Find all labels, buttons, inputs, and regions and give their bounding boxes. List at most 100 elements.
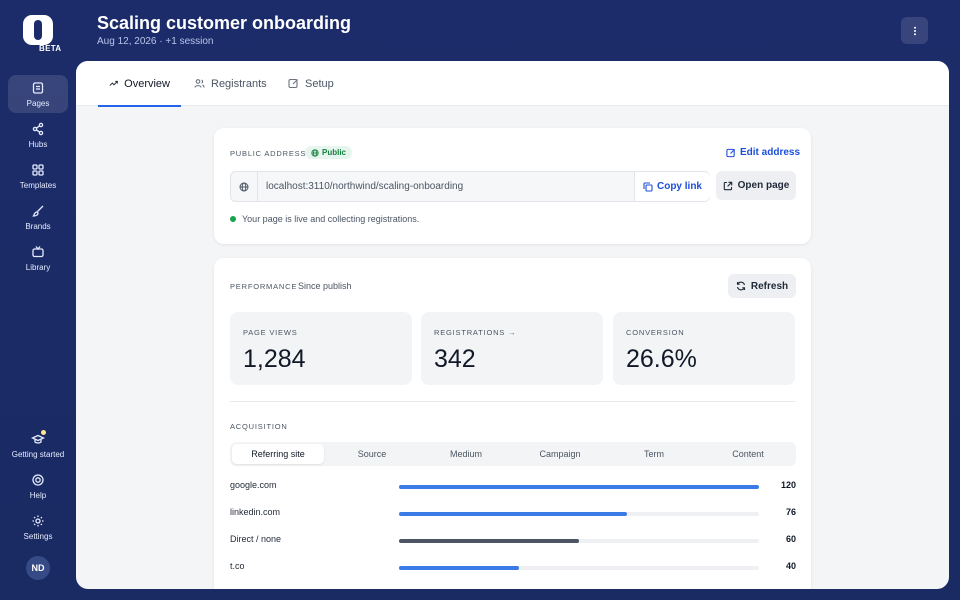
stat-value: 26.6% <box>626 345 697 373</box>
tab-overview[interactable]: Overview <box>98 61 181 107</box>
acquisition-bar-track <box>399 485 759 489</box>
acquisition-row-name: google.com <box>230 480 277 490</box>
sidebar-item-label: Settings <box>23 531 53 541</box>
public-address-card: Public address Public Edit address local… <box>214 128 811 244</box>
sidebar-item-help[interactable]: Help <box>8 467 68 505</box>
app-logo[interactable] <box>23 15 53 45</box>
open-page-label: Open page <box>737 180 790 191</box>
grid-icon <box>32 163 44 176</box>
acquisition-bar <box>399 512 627 516</box>
gear-icon <box>32 515 44 526</box>
copy-link-button[interactable]: Copy link <box>634 172 710 201</box>
notification-dot <box>41 430 46 435</box>
since-publish-text: Since publish <box>298 281 352 291</box>
refresh-label: Refresh <box>750 280 789 292</box>
stat-conversion: Conversion 26.6% <box>613 312 795 385</box>
acq-tab-campaign[interactable]: Campaign <box>539 449 581 459</box>
acquisition-row: t.co 40 <box>230 561 796 575</box>
acq-tab-term[interactable]: Term <box>644 449 664 459</box>
stat-value: 1,284 <box>243 345 306 373</box>
acq-tab-medium[interactable]: Medium <box>449 449 482 459</box>
acquisition-bar-track <box>399 512 759 516</box>
edit-address-button[interactable]: Edit address <box>726 147 800 158</box>
stat-value: 342 <box>434 345 476 373</box>
sidebar-item-pages[interactable]: Pages <box>8 75 68 113</box>
sidebar-item-label: Help <box>29 490 47 500</box>
more-vertical-icon <box>913 26 916 35</box>
sidebar: BETA Pages Hubs Templates Brands Library… <box>0 0 76 600</box>
sidebar-item-label: Hubs <box>28 139 48 149</box>
globe-icon <box>239 182 249 191</box>
acquisition-row-count: 60 <box>785 534 796 544</box>
open-page-button[interactable]: Open page <box>716 171 796 200</box>
status-text: Your page is live and collecting registr… <box>242 214 420 224</box>
users-icon <box>194 79 205 88</box>
sidebar-item-settings[interactable]: Settings <box>8 508 68 546</box>
acquisition-row: linkedin.com 76 <box>230 507 796 521</box>
globe-icon <box>311 148 319 157</box>
live-status: Your page is live and collecting registr… <box>230 214 419 224</box>
acquisition-row-count: 40 <box>785 561 796 571</box>
acquisition-bar <box>399 566 519 570</box>
stat-label: Page views <box>243 328 298 337</box>
acquisition-tabs: Referring site Source Medium Campaign Te… <box>230 442 796 466</box>
sidebar-item-label: Brands <box>25 221 51 231</box>
public-badge-label: Public <box>322 148 347 157</box>
copy-icon <box>643 181 653 192</box>
stat-label: Registrations → <box>434 328 517 337</box>
acq-tab-source[interactable]: Source <box>357 449 387 459</box>
pages-icon <box>32 81 44 94</box>
divider <box>230 401 796 402</box>
edit-icon <box>288 78 298 89</box>
sidebar-item-getting-started[interactable]: Getting started <box>6 426 70 464</box>
copy-link-label: Copy link <box>656 181 702 192</box>
acquisition-row: google.com 120 <box>230 480 796 494</box>
tab-setup[interactable]: Setup <box>277 61 345 106</box>
more-options-button[interactable] <box>901 17 928 44</box>
tab-bar: Overview Registrants Setup <box>76 61 949 107</box>
public-badge: Public <box>305 146 353 159</box>
acquisition-bar-track <box>399 539 759 543</box>
share-icon <box>32 122 44 135</box>
lifebuoy-icon <box>32 473 44 486</box>
trend-icon <box>109 80 118 86</box>
acquisition-bar-track <box>399 566 759 570</box>
acq-tab-referring-site[interactable]: Referring site <box>232 444 324 464</box>
avatar[interactable]: ND <box>26 556 50 580</box>
page-subtitle: Aug 12, 2026 · +1 session <box>97 36 214 47</box>
status-dot <box>230 216 236 222</box>
public-address-label: Public address <box>230 149 307 158</box>
refresh-icon <box>736 281 745 291</box>
tab-label: Setup <box>305 77 334 90</box>
acq-tab-content[interactable]: Content <box>732 449 764 459</box>
sidebar-item-templates[interactable]: Templates <box>8 157 68 195</box>
acquisition-row-count: 76 <box>785 507 796 517</box>
sidebar-item-brands[interactable]: Brands <box>8 198 68 236</box>
main-panel: Overview Registrants Setup Public addres… <box>76 61 949 589</box>
stat-page-views: Page views 1,284 <box>230 312 412 385</box>
sidebar-item-label: Library <box>25 262 51 272</box>
address-url: localhost:3110/northwind/scaling-onboard… <box>266 181 464 192</box>
tab-label: Overview <box>124 77 170 90</box>
address-field[interactable]: localhost:3110/northwind/scaling-onboard… <box>230 171 710 202</box>
stat-registrations[interactable]: Registrations → 342 <box>421 312 603 385</box>
acquisition-row-name: t.co <box>230 561 245 571</box>
acquisition-row-count: 120 <box>780 480 796 490</box>
external-link-icon <box>723 181 732 190</box>
sidebar-item-library[interactable]: Library <box>8 239 68 277</box>
refresh-button[interactable]: Refresh <box>728 274 796 298</box>
tab-label: Registrants <box>211 77 267 90</box>
address-globe <box>231 172 258 201</box>
acquisition-row-name: Direct / none <box>230 534 282 544</box>
stat-label: Conversion <box>626 328 685 337</box>
acquisition-row-name: linkedin.com <box>230 507 281 517</box>
sidebar-item-hubs[interactable]: Hubs <box>8 116 68 154</box>
brush-icon <box>32 205 44 217</box>
sidebar-item-label: Pages <box>26 98 50 108</box>
acquisition-label: Acquisition <box>230 422 288 431</box>
performance-card: Performance Since publish Refresh Page v… <box>214 258 811 589</box>
acquisition-row: Direct / none 60 <box>230 534 796 548</box>
edit-address-label: Edit address <box>740 147 801 158</box>
tab-registrants[interactable]: Registrants <box>183 61 278 106</box>
acquisition-bar <box>399 485 759 489</box>
